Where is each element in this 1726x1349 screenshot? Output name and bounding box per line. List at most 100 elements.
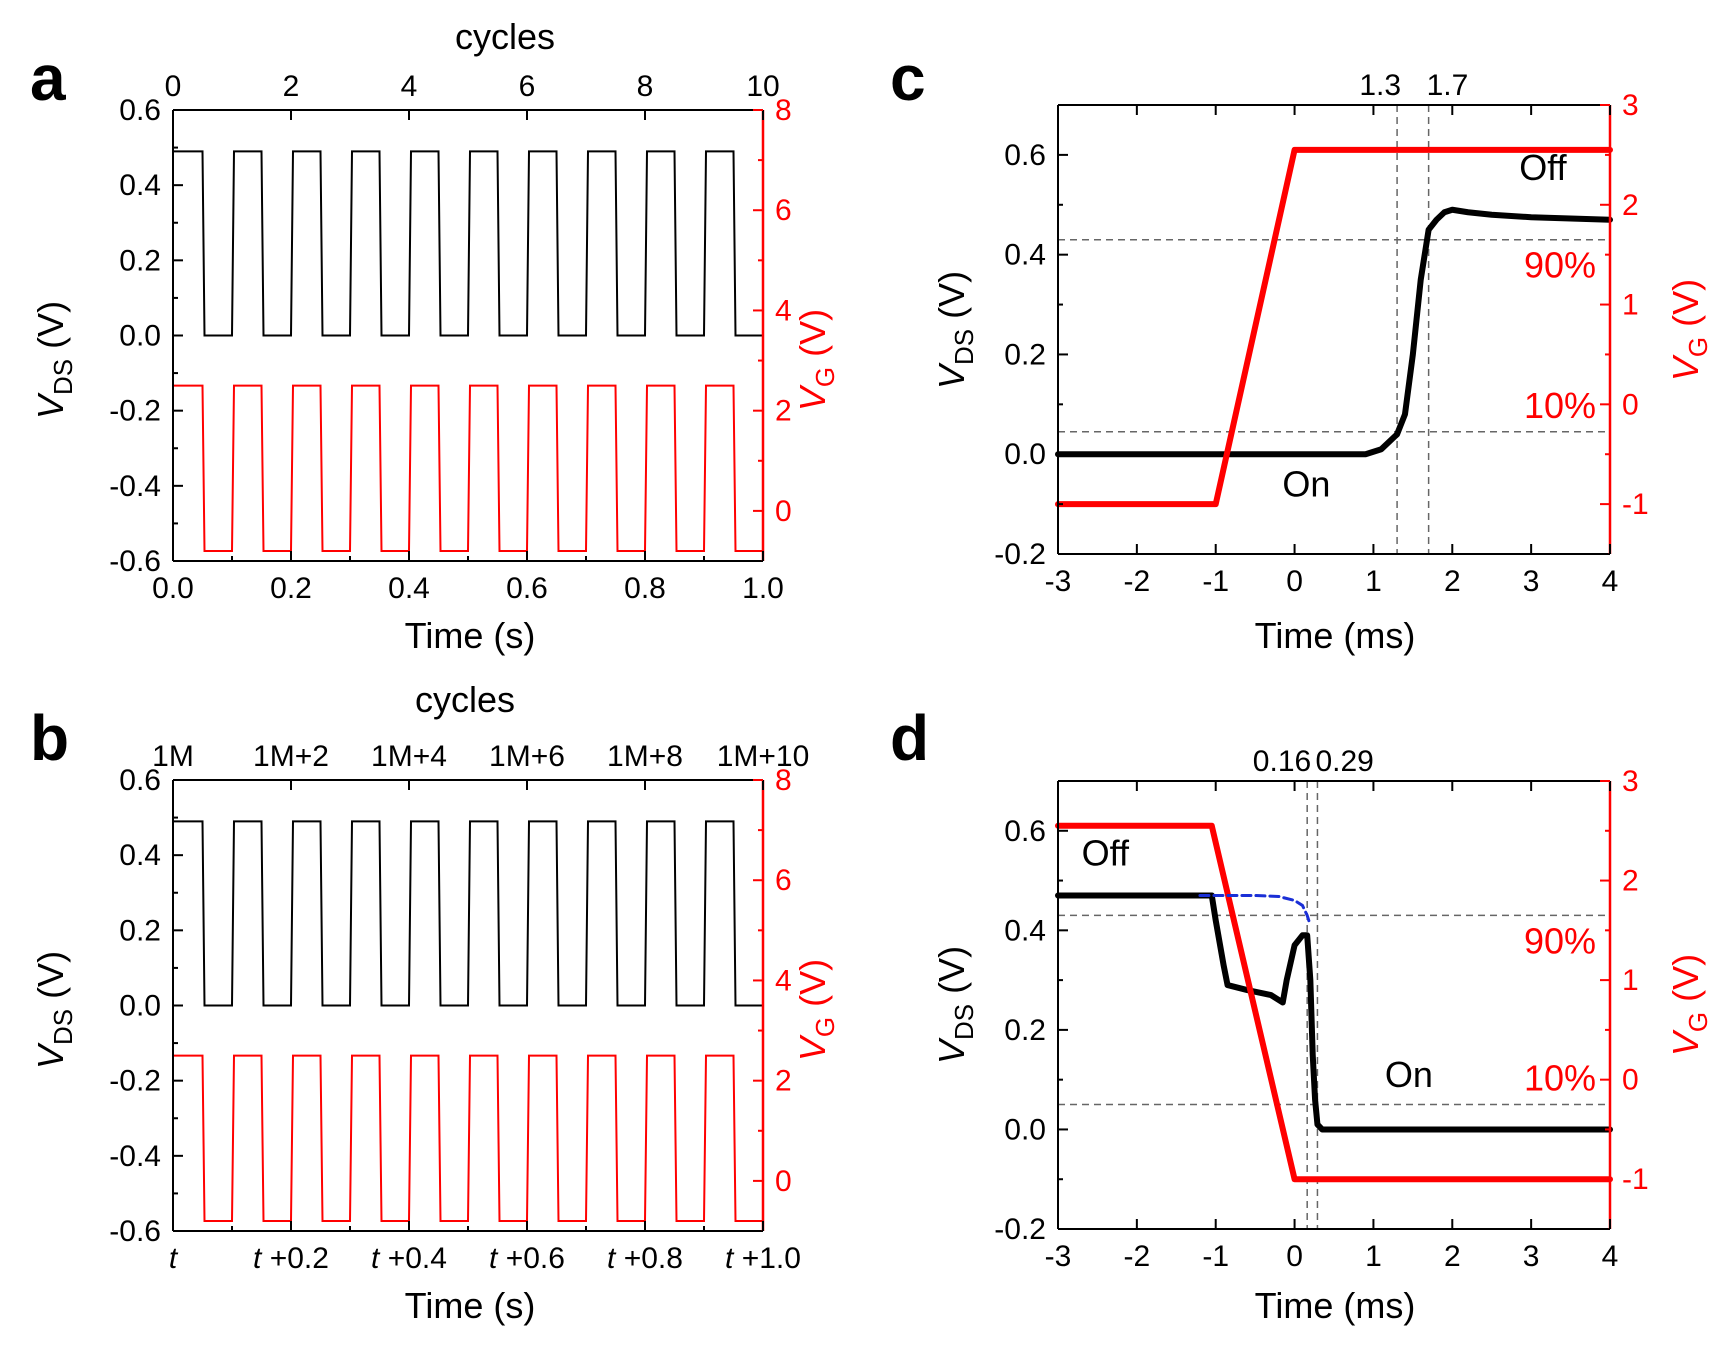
svg-text:VDS (V): VDS (V) (931, 946, 979, 1064)
svg-text:VG (V): VG (V) (1665, 279, 1713, 381)
y-tick-label: 0.6 (119, 764, 161, 797)
y-label-main: V (931, 362, 972, 389)
y-tick-label: 0.2 (119, 244, 161, 277)
y2-tick-label: 8 (775, 764, 792, 797)
vds-square-wave (173, 820, 763, 1007)
top-tick-label: 0 (165, 70, 182, 103)
panel-label: c (890, 42, 926, 114)
y-tick-label: 0.6 (1004, 139, 1046, 172)
y2-tick-label: 3 (1622, 765, 1639, 798)
y2-label-unit: (V) (1665, 279, 1706, 337)
y-tick-label: -0.2 (994, 538, 1046, 571)
top-axis-label: cycles (415, 679, 515, 720)
x-tick-label: 3 (1523, 1240, 1540, 1273)
y2-tick-label: 6 (775, 864, 792, 897)
panel-c: c Time (ms) VDS (V) VG (V) 90%10%1.3 1.7O… (890, 42, 1713, 656)
top-tick-label: 10 (746, 70, 779, 103)
y2-tick-label: 0 (775, 495, 792, 528)
x-axis-label: Time (s) (405, 615, 536, 656)
x-tick-label-var: t (169, 1242, 179, 1275)
y2-tick-label: 4 (775, 294, 792, 327)
x-tick-label: t +0.6 (489, 1242, 565, 1275)
x-tick-label-offset: +0.4 (379, 1242, 447, 1275)
threshold-label: 10% (1524, 1058, 1596, 1099)
y-tick-label: 0.4 (1004, 914, 1046, 947)
y2-axis-label: VG (V) (792, 959, 840, 1061)
x-tick-label-var: t (725, 1242, 735, 1275)
x-tick-label: -1 (1202, 1240, 1229, 1273)
x-tick-label: t (169, 1242, 179, 1275)
y-tick-label: 0.2 (1004, 1014, 1046, 1047)
x-tick-label: t +0.4 (371, 1242, 447, 1275)
time-marker-label: 0.29 (1315, 745, 1373, 778)
plot-area: 90% 10% 0.16 0.29 Off On (1055, 745, 1613, 1229)
y-tick-label: 0.0 (1004, 438, 1046, 471)
y2-tick-label: 0 (775, 1165, 792, 1198)
x-tick-label-var: t (607, 1242, 617, 1275)
panel-label: d (890, 702, 929, 774)
x-tick-label-var: t (253, 1242, 263, 1275)
threshold-label: 10% (1524, 385, 1596, 426)
y-tick-label: 0.0 (119, 990, 161, 1023)
top-tick-label: 8 (637, 70, 654, 103)
top-tick-label: 1M+6 (489, 740, 565, 773)
y2-tick-label: 2 (775, 1065, 792, 1098)
y2-axis-label: VG (V) (1665, 954, 1713, 1056)
svg-text:VG (V): VG (V) (792, 309, 840, 411)
y2-axis-label: VG (V) (1665, 279, 1713, 381)
y-tick-label: -0.6 (109, 545, 161, 578)
x-tick-label: 4 (1602, 1240, 1619, 1273)
x-tick-label: -3 (1045, 1240, 1072, 1273)
svg-text:VDS (V): VDS (V) (30, 951, 78, 1069)
vg-square-wave (173, 384, 763, 552)
top-tick-label: 2 (283, 70, 300, 103)
y2-label-sub: G (1683, 1012, 1713, 1032)
plot-area (173, 820, 763, 1222)
top-tick-label: 1M+8 (607, 740, 683, 773)
x-tick-label-offset: +0.8 (615, 1242, 683, 1275)
x-tick-label: -3 (1045, 565, 1072, 598)
x-tick-label-offset: +0.6 (497, 1242, 565, 1275)
vg-trace (1055, 822, 1613, 1183)
x-tick-label: -2 (1124, 565, 1151, 598)
svg-text:VDS (V): VDS (V) (931, 271, 979, 389)
top-tick-label: 1M (152, 740, 194, 773)
y-axis-label: VDS (V) (30, 951, 78, 1069)
x-tick-label: 0.0 (152, 572, 194, 605)
y2-label-sub: G (810, 367, 840, 387)
x-axis-label: Time (ms) (1255, 1285, 1416, 1326)
vds-square-wave (173, 150, 763, 337)
top-tick-label: 4 (401, 70, 418, 103)
y-axis-label: VDS (V) (30, 301, 78, 419)
y2-label-main: V (1665, 1029, 1706, 1056)
y2-tick-label: 2 (775, 395, 792, 428)
svg-text:VG (V): VG (V) (792, 959, 840, 1061)
y2-tick-label: 0 (1622, 388, 1639, 421)
y2-tick-label: 0 (1622, 1064, 1639, 1097)
top-tick-label: 6 (519, 70, 536, 103)
y-tick-label: 0.2 (1004, 338, 1046, 371)
vg-trace (1055, 146, 1613, 508)
x-tick-label: 3 (1523, 565, 1540, 598)
top-tick-label: 1M+4 (371, 740, 447, 773)
top-tick-label: 1M+10 (717, 740, 810, 773)
y2-label-main: V (1665, 354, 1706, 381)
y2-label-sub: G (1683, 337, 1713, 357)
x-tick-label: 1 (1365, 565, 1382, 598)
x-tick-label: 0.8 (624, 572, 666, 605)
top-axis-label: cycles (455, 16, 555, 57)
y-axis-label: VDS (V) (931, 946, 979, 1064)
panel-label: b (30, 702, 69, 774)
y-tick-label: 0.0 (1004, 1113, 1046, 1146)
y-label-unit: (V) (931, 271, 972, 329)
x-tick-label: 1.0 (742, 572, 784, 605)
y-label-main: V (30, 392, 71, 419)
x-tick-label: 2 (1444, 1240, 1461, 1273)
plot-area: 90% 10% 1.3 1.7 Off On (1055, 69, 1613, 554)
y-tick-label: -0.2 (109, 395, 161, 428)
time-marker-label: 1.3 (1359, 69, 1401, 102)
y-tick-label: 0.4 (1004, 239, 1046, 272)
svg-text:VDS (V): VDS (V) (30, 301, 78, 419)
